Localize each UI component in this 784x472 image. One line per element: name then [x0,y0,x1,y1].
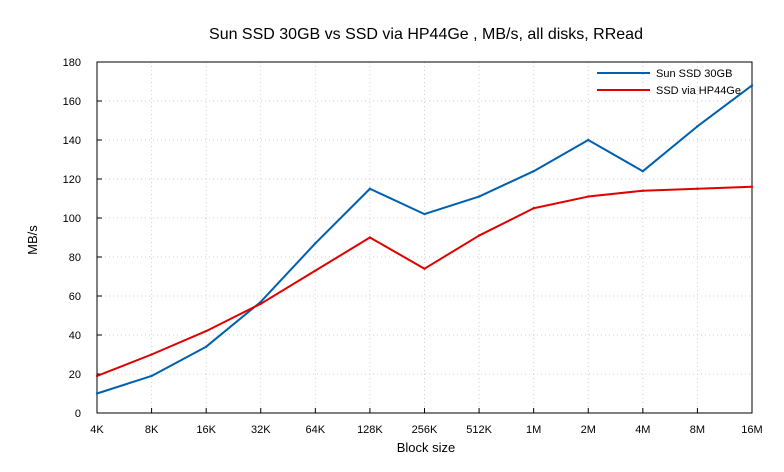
y-tick-label: 100 [63,213,81,225]
data-point [696,187,699,190]
data-point [95,392,99,395]
data-point [314,242,317,245]
y-axis-label: MB/s [25,225,40,255]
y-tick-label: 60 [69,291,81,303]
data-point [696,125,699,128]
data-point [259,302,262,305]
grid-lines [96,61,753,414]
x-axis: 4K 8K 16K 32K 64K 128K 256K 512K 1M 2M 4M 8M 16M [90,408,763,436]
data-point [150,353,153,356]
data-point [314,269,317,272]
data-point [477,234,481,237]
y-tick-label: 160 [63,96,81,108]
data-point [750,84,754,87]
x-tick-label: 512K [466,424,492,436]
x-axis-label: Block size [397,440,456,455]
data-point [477,195,481,198]
x-tick-label: 4M [635,424,650,436]
y-axis: 0 20 40 60 80 100 120 140 160 180 [63,57,102,420]
y-tick-label: 120 [63,174,81,186]
legend: Sun SSD 30GB SSD via HP44Ge [597,68,741,97]
data-point [750,185,754,188]
y-tick-label: 180 [63,57,81,69]
data-point [204,345,208,348]
x-tick-label: 4K [90,424,104,436]
y-tick-label: 40 [69,330,81,342]
y-tick-label: 80 [69,252,81,264]
data-point [587,138,590,142]
data-point [368,236,372,239]
x-tick-label: 64K [306,424,326,436]
x-tick-label: 256K [412,424,438,436]
series-lines [95,84,754,395]
x-tick-label: 128K [357,424,383,436]
data-point [204,329,208,333]
x-tick-label: 8K [145,424,159,436]
data-point [532,207,535,210]
x-tick-label: 16M [741,424,762,436]
x-tick-label: 8M [690,424,705,436]
legend-label-0: Sun SSD 30GB [656,68,732,80]
data-point [150,374,153,378]
chart-title: Sun SSD 30GB vs SSD via HP44Ge , MB/s, a… [209,26,643,43]
data-point [95,374,99,378]
series-line-0 [96,84,753,395]
data-point [587,195,590,198]
y-tick-label: 20 [69,369,81,381]
data-point [368,187,372,190]
data-point [641,189,645,192]
x-tick-label: 32K [251,424,271,436]
x-tick-label: 16K [196,424,216,436]
data-point [532,170,535,173]
y-tick-label: 0 [75,408,81,420]
y-tick-label: 140 [63,135,81,147]
data-point [423,212,426,216]
x-tick-label: 2M [581,424,596,436]
legend-label-1: SSD via HP44Ge [656,85,741,97]
data-point [423,267,426,270]
x-tick-label: 1M [526,424,541,436]
data-point [641,170,645,173]
